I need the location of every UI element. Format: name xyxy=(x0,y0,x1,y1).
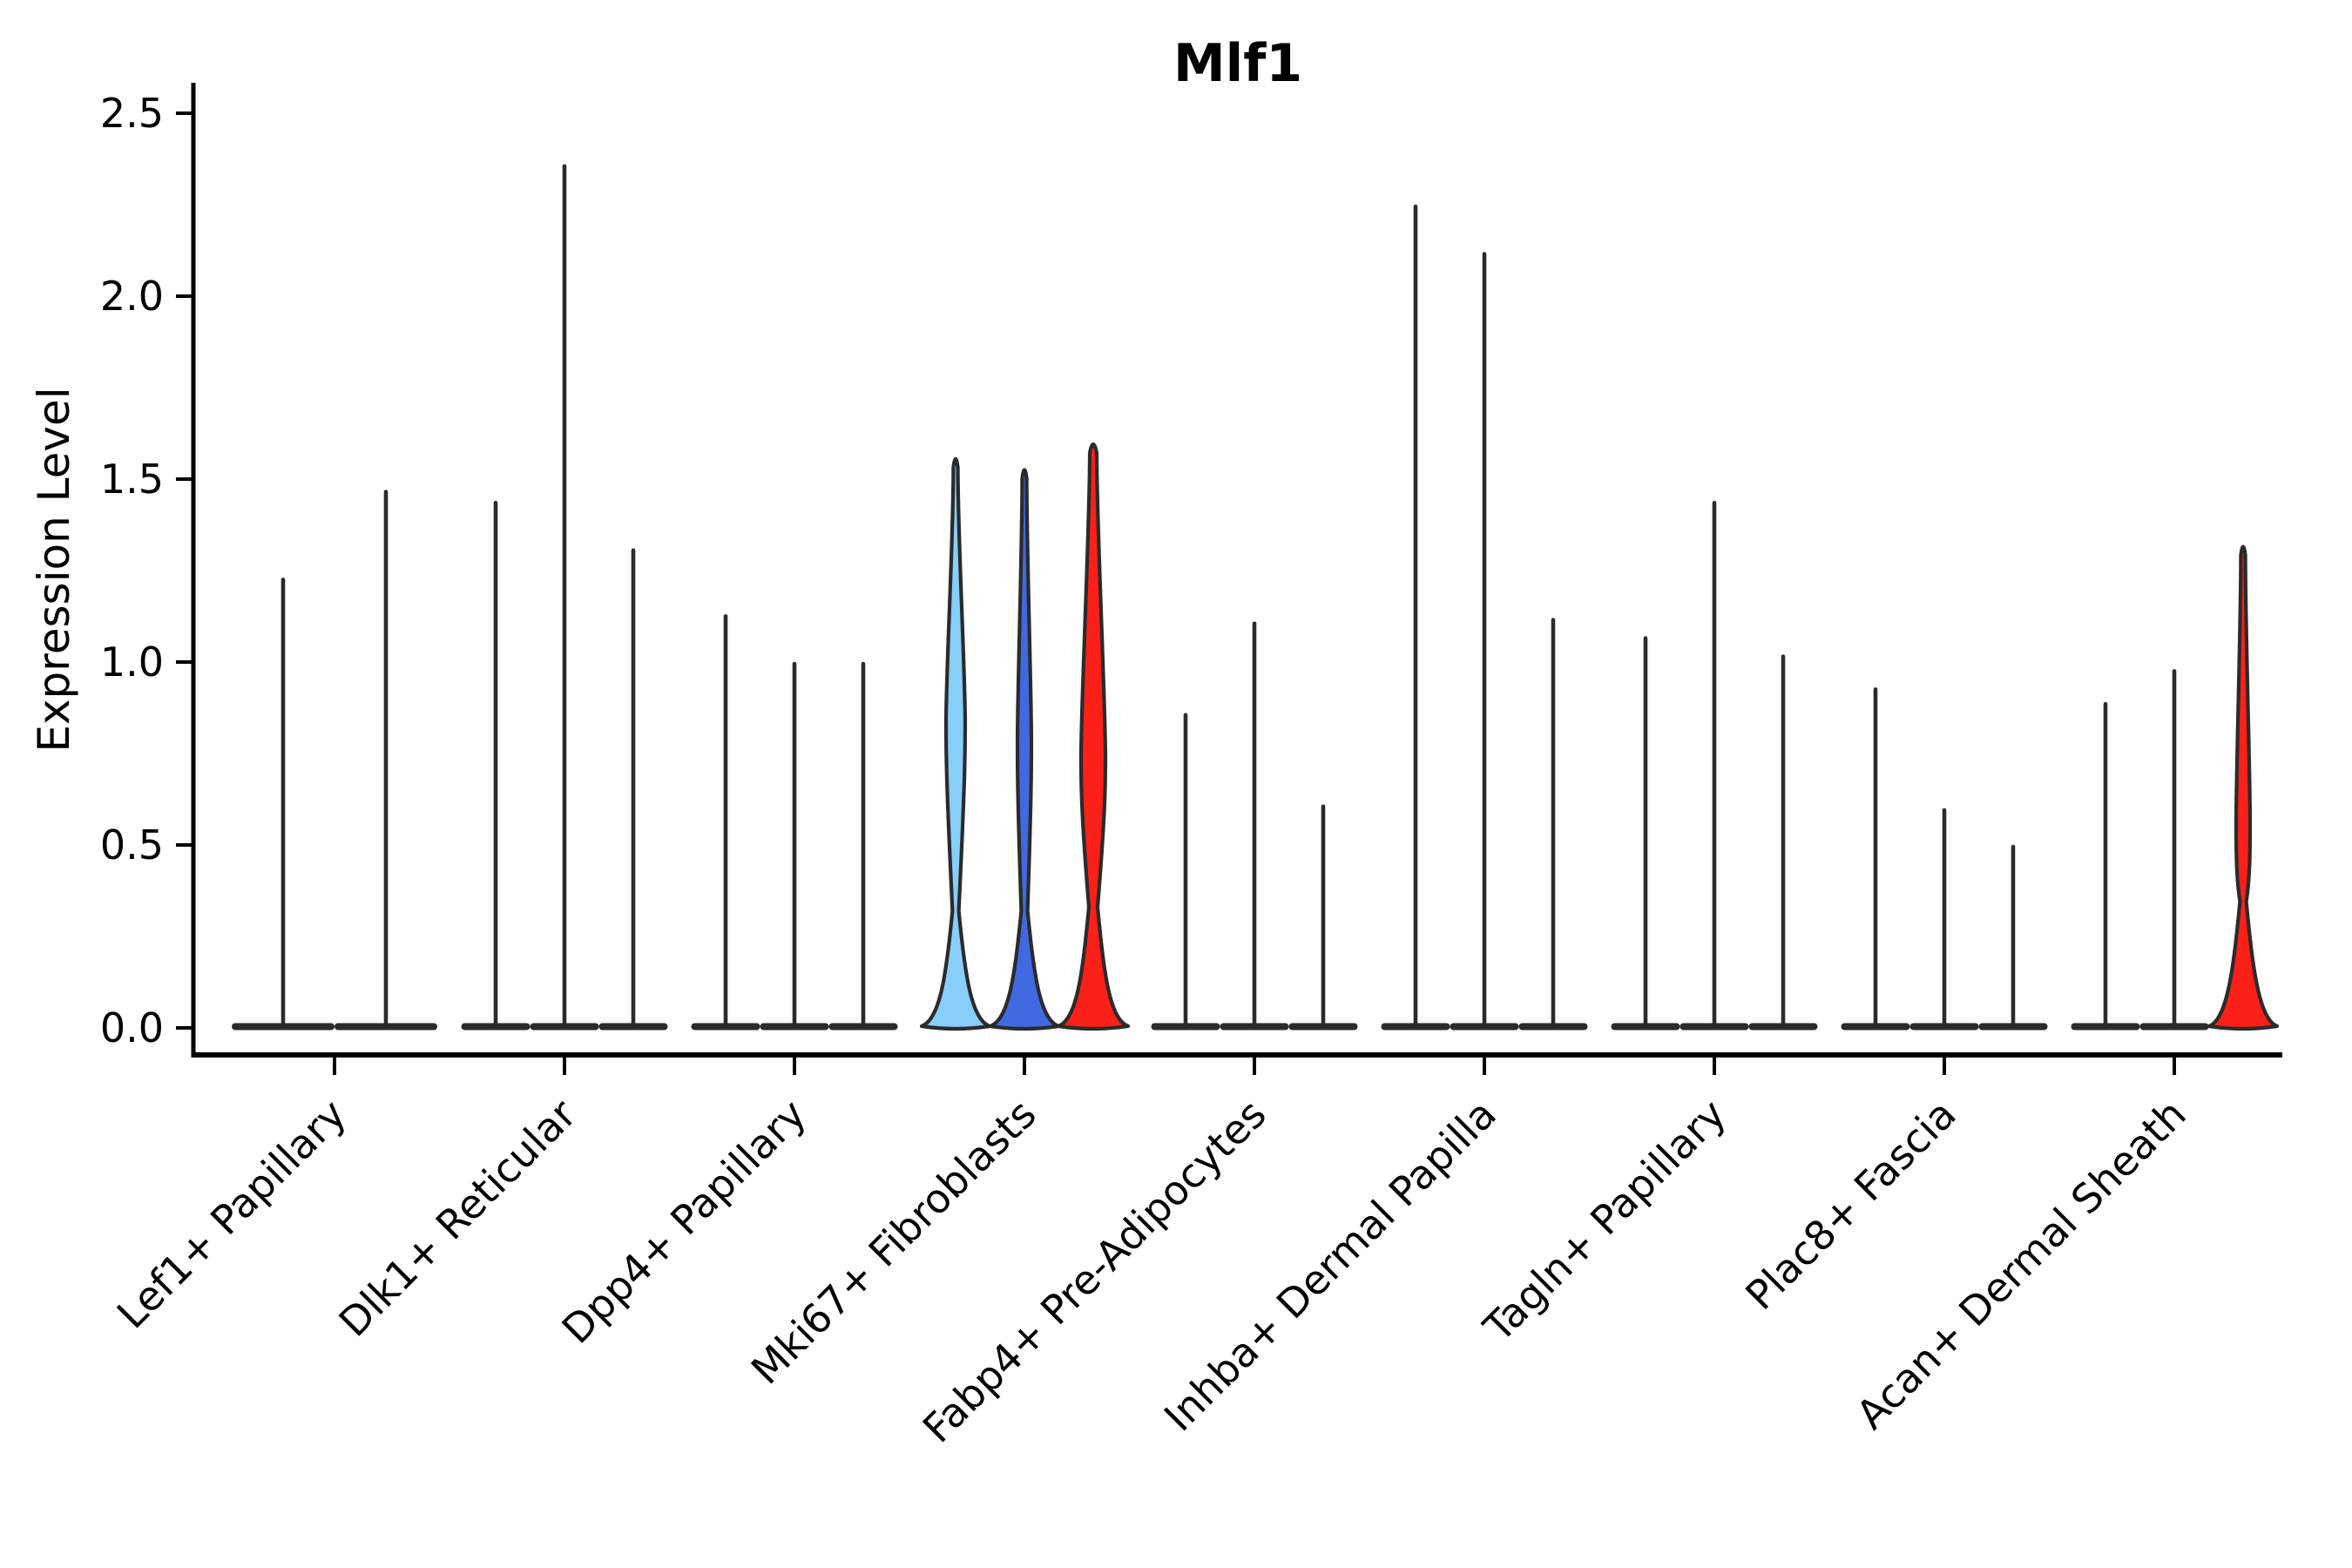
violin-body xyxy=(919,456,992,1031)
y-tick-label: 0.5 xyxy=(100,821,164,868)
violin-base xyxy=(1220,1023,1289,1031)
x-tick-label: Tagln+ Papillary xyxy=(1474,1091,1735,1352)
violin-base xyxy=(335,1023,437,1031)
y-tick-label: 1.0 xyxy=(100,639,164,686)
violin-base xyxy=(691,1023,760,1031)
violin-body xyxy=(2207,544,2280,1031)
violin-base xyxy=(1151,1023,1220,1031)
x-tick-label: Lef1+ Papillary xyxy=(108,1091,355,1338)
violin-base xyxy=(760,1023,829,1031)
violin-base xyxy=(828,1023,898,1031)
chart-title: Mlf1 xyxy=(1173,33,1303,94)
violin-body xyxy=(1056,442,1131,1031)
violin-base xyxy=(598,1023,668,1031)
y-axis-label: Expression Level xyxy=(29,387,79,753)
violin-body xyxy=(988,468,1061,1031)
y-tick-label: 2.0 xyxy=(100,273,164,320)
y-tick-label: 0.0 xyxy=(100,1004,164,1051)
y-tick-label: 2.5 xyxy=(100,90,164,137)
violin-base xyxy=(1288,1023,1358,1031)
violin-base xyxy=(232,1023,335,1031)
violin-base xyxy=(2071,1023,2140,1031)
y-tick-label: 1.5 xyxy=(100,456,164,503)
x-tick-label: Dlk1+ Reticular xyxy=(330,1091,585,1346)
x-tick-label: Plac8+ Fascia xyxy=(1736,1091,1964,1319)
violin-base xyxy=(1748,1023,1818,1031)
violin-base xyxy=(1978,1023,2048,1031)
violin-base xyxy=(1381,1023,1450,1031)
violin-base xyxy=(461,1023,531,1031)
violin-base xyxy=(1841,1023,1910,1031)
violin-base xyxy=(1909,1023,1979,1031)
violin-base xyxy=(1680,1023,1749,1031)
violin-base xyxy=(530,1023,599,1031)
violin-base xyxy=(1450,1023,1519,1031)
violin-base xyxy=(1611,1023,1680,1031)
x-tick-label: Dpp4+ Papillary xyxy=(553,1091,815,1353)
violin-base xyxy=(1518,1023,1588,1031)
violin-base xyxy=(2139,1023,2209,1031)
